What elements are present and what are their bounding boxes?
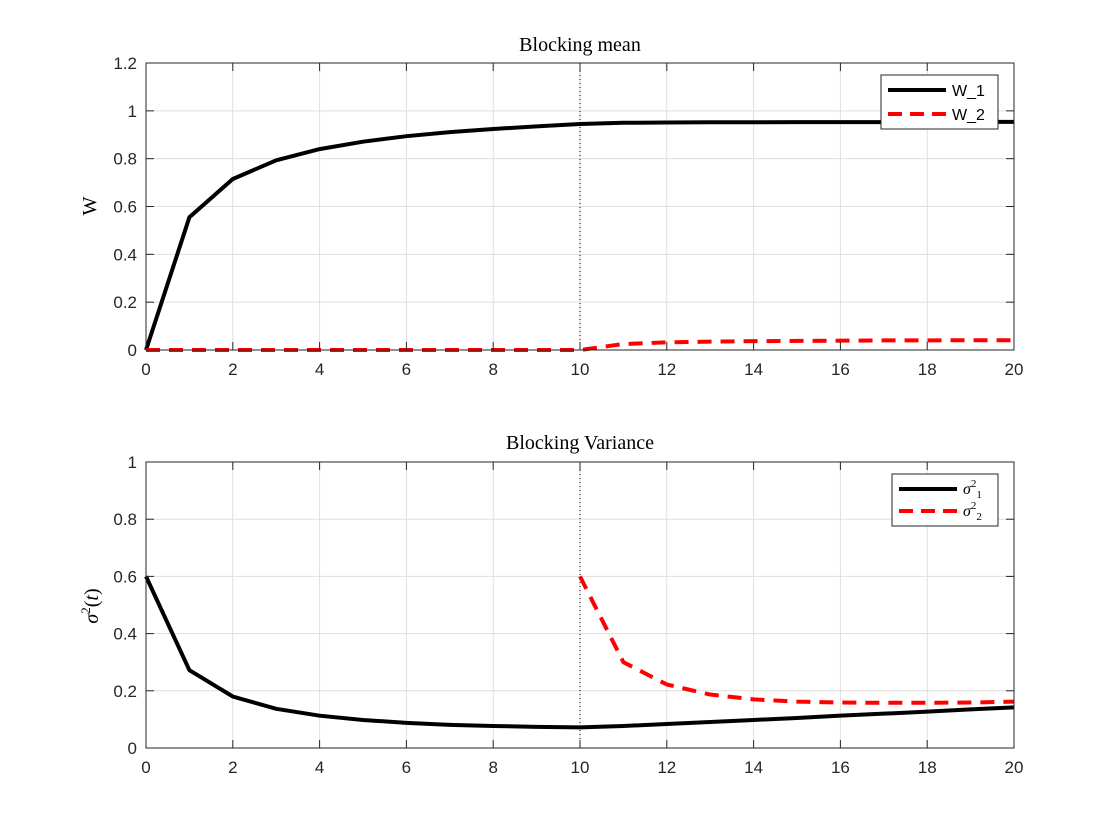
bottom-y-tick-label: 0 [128,739,137,758]
top-series-1-line [144,119,1014,351]
bottom-x-tick-label: 2 [228,758,237,777]
top-x-tick-label: 6 [402,360,411,379]
bottom-y-tick-label: 0.8 [113,510,137,529]
top-title: Blocking mean [519,34,641,56]
bottom-x-tick-label: 8 [488,758,497,777]
bottom-x-tick-label: 14 [744,758,763,777]
top-x-tick-label: 10 [571,360,590,379]
top-x-ticks: 0 2 4 6 8 10 12 14 16 18 20 [141,63,1023,379]
top-x-tick-label: 0 [141,360,150,379]
top-x-tick-label: 2 [228,360,237,379]
bottom-series [144,575,1015,730]
top-y-tick-label: 1.2 [113,54,137,73]
top-x-tick-label: 16 [831,360,850,379]
top-y-label: W [79,196,101,215]
top-legend-label-w2: W_2 [952,107,985,124]
top-y-tick-label: 0.2 [113,293,137,312]
top-x-tick-label: 14 [744,360,763,379]
top-y-tick-label: 0.6 [113,198,137,217]
bottom-y-ticks: 0 0.2 0.4 0.6 0.8 1 [113,453,1014,758]
bottom-x-tick-label: 6 [402,758,411,777]
top-x-tick-label: 12 [657,360,676,379]
top-y-tick-label: 1 [128,102,137,121]
bottom-x-tick-label: 18 [918,758,937,777]
bottom-x-tick-label: 10 [571,758,590,777]
top-x-tick-label: 18 [918,360,937,379]
bottom-legend: σ21 σ22 [891,473,999,527]
bottom-legend-box [891,473,999,527]
bottom-y-tick-label: 0.4 [113,625,137,644]
bottom-x-ticks: 0 2 4 6 8 10 12 14 16 18 20 [141,462,1023,777]
top-x-tick-label: 20 [1005,360,1024,379]
top-legend: W_1 W_2 [880,74,999,130]
bottom-y-tick-label: 0.6 [113,567,137,586]
bottom-x-tick-label: 16 [831,758,850,777]
bottom-y-tick-label: 1 [128,453,137,472]
bottom-y-label: σ2(t) [78,588,103,623]
bottom-x-tick-label: 4 [315,758,324,777]
top-y-tick-label: 0.8 [113,150,137,169]
bottom-axes: 0 2 4 6 8 10 12 14 16 18 20 0 0.2 0.4 0.6 0.8 1 Blockin… [78,432,1023,777]
top-legend-label-w1: W_1 [952,83,985,100]
top-legend-box [880,74,999,130]
top-x-tick-label: 4 [315,360,324,379]
bottom-x-tick-label: 20 [1005,758,1024,777]
bottom-x-tick-label: 12 [657,758,676,777]
bottom-series-2-line [578,575,1015,705]
top-y-tick-label: 0 [128,341,137,360]
bottom-x-tick-label: 0 [141,758,150,777]
bottom-series-1-line [144,575,1015,730]
top-y-ticks: 0 0.2 0.4 0.6 0.8 1 1.2 [113,54,1014,360]
top-x-tick-label: 8 [488,360,497,379]
bottom-y-tick-label: 0.2 [113,682,137,701]
top-axes: 0 2 4 6 8 10 12 14 16 18 20 0 0.2 0.4 0.6 0.8 1 1.2 Bloc… [79,34,1023,379]
top-y-tick-label: 0.4 [113,245,137,264]
bottom-title: Blocking Variance [506,432,654,454]
